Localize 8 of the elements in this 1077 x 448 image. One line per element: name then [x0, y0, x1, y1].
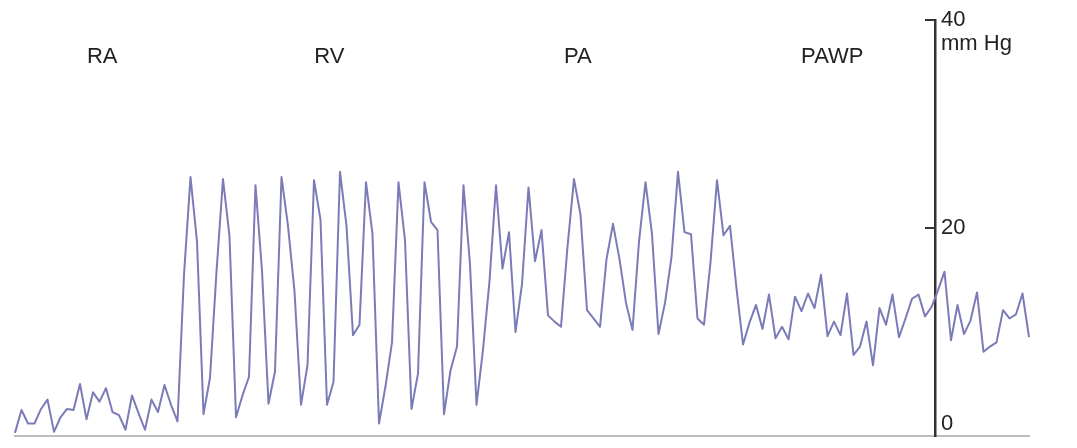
annotation: PA	[563, 43, 592, 69]
y-axis-title: mm Hg	[941, 30, 1012, 56]
annotation: PAWP	[801, 43, 864, 69]
y-tick-label: 40	[941, 6, 966, 32]
y-tick-label: 20	[941, 214, 966, 240]
annotation: RV	[314, 43, 345, 69]
y-tick-label: 0	[941, 410, 954, 436]
annotation: RA	[86, 43, 118, 69]
